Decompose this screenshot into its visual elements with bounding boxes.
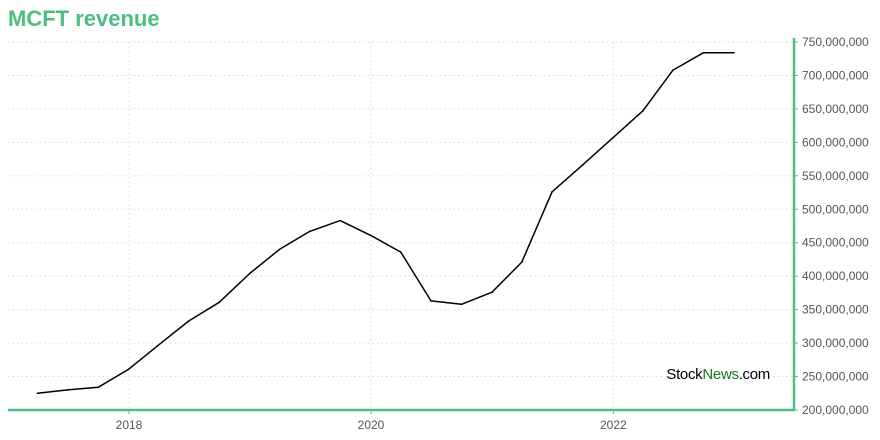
y-tick-label: 250,000,000 <box>802 370 869 384</box>
revenue-data-point <box>551 191 553 193</box>
revenue-data-point <box>36 392 39 395</box>
y-tick-label: 200,000,000 <box>802 403 869 417</box>
series <box>36 51 735 395</box>
x-tick-label: 2018 <box>116 418 143 432</box>
axes <box>8 38 798 414</box>
x-tick-label: 2020 <box>358 418 385 432</box>
y-tick-label: 750,000,000 <box>802 35 869 49</box>
revenue-data-point <box>66 389 69 391</box>
revenue-data-point <box>430 300 432 302</box>
revenue-data-point <box>218 301 220 304</box>
revenue-data-point <box>248 272 251 275</box>
y-tick-label: 300,000,000 <box>802 336 869 350</box>
revenue-data-point <box>521 261 523 263</box>
y-tick-label: 600,000,000 <box>802 135 869 149</box>
revenue-data-point <box>97 386 99 389</box>
revenue-data-point <box>278 248 281 251</box>
revenue-data-point <box>581 164 584 166</box>
revenue-data-point <box>702 51 705 54</box>
x-tick-label: 2022 <box>600 418 627 432</box>
y-tick-labels: 200,000,000 250,000,000 300,000,000 350,000… <box>802 35 869 417</box>
revenue-data-point <box>733 51 735 54</box>
revenue-data-point <box>308 230 311 233</box>
revenue-data-point <box>157 344 160 346</box>
y-tick-label: 700,000,000 <box>802 68 869 82</box>
revenue-data-point <box>127 368 130 370</box>
y-tick-label: 500,000,000 <box>802 202 869 216</box>
revenue-data-point <box>369 234 372 237</box>
watermark-part-news: News <box>702 366 739 383</box>
revenue-data-point <box>642 110 644 112</box>
gridlines <box>8 41 794 410</box>
watermark-part-stock: Stock <box>666 366 703 383</box>
x-tick-labels: 2018 2020 2022 <box>116 418 627 432</box>
y-tick-label: 400,000,000 <box>802 269 869 283</box>
revenue-data-point <box>672 69 674 71</box>
revenue-data-point <box>187 320 190 322</box>
revenue-data-point <box>491 291 493 294</box>
stocknews-watermark: StockNews.com <box>666 366 770 383</box>
revenue-data-point <box>339 219 341 222</box>
revenue-data-point <box>400 251 402 253</box>
revenue-series-line <box>37 51 734 395</box>
chart-title: MCFT revenue <box>8 6 160 31</box>
revenue-data-point <box>460 303 463 306</box>
y-tick-label: 650,000,000 <box>802 102 869 116</box>
watermark-part-com: .com <box>738 366 771 383</box>
y-tick-label: 450,000,000 <box>802 236 869 250</box>
y-tick-label: 550,000,000 <box>802 169 869 183</box>
y-tick-label: 350,000,000 <box>802 303 869 317</box>
revenue-data-point <box>612 136 614 139</box>
